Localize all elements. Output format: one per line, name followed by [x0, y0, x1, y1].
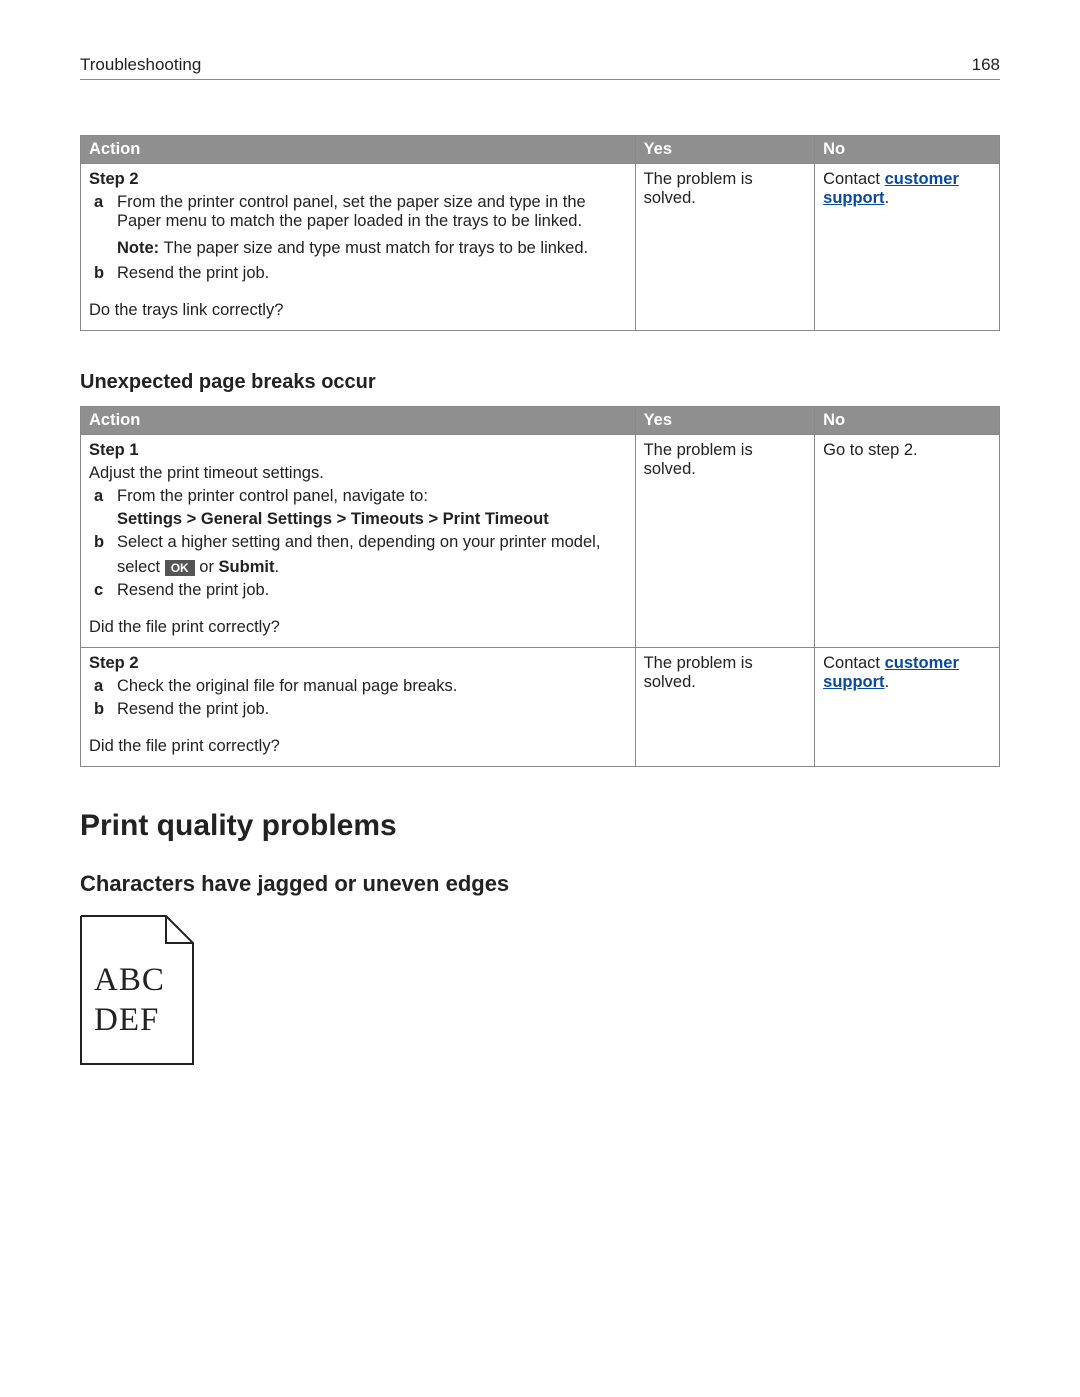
jagged-chars-illustration: ABC DEF — [80, 915, 195, 1065]
step-item-a: a From the printer control panel, naviga… — [89, 487, 627, 529]
step-label: Step 1 — [89, 441, 627, 460]
step-item-b: b Resend the print job. — [89, 700, 627, 719]
page-number: 168 — [972, 55, 1000, 75]
select-mid: or — [195, 558, 219, 576]
page-header: Troubleshooting 168 — [80, 55, 1000, 80]
action-cell: Step 1 Adjust the print timeout settings… — [81, 435, 636, 648]
note-text: The paper size and type must match for t… — [163, 239, 588, 257]
col-header-no: No — [815, 136, 1000, 164]
illus-text-line2: DEF — [94, 1002, 159, 1038]
note-prefix: Note: — [117, 239, 159, 257]
action-cell: Step 2 a Check the original file for man… — [81, 648, 636, 767]
no-post: . — [885, 189, 890, 207]
step-item-a: a From the printer control panel, set th… — [89, 193, 627, 258]
table-row: Step 1 Adjust the print timeout settings… — [81, 435, 1000, 648]
col-header-action: Action — [81, 407, 636, 435]
no-cell: Go to step 2. — [815, 435, 1000, 648]
step-item-a: a Check the original file for manual pag… — [89, 677, 627, 696]
action-cell: Step 2 a From the printer control panel,… — [81, 164, 636, 331]
submit-bold: Submit — [219, 558, 275, 576]
nav-path: Settings > General Settings > Timeouts >… — [117, 510, 627, 529]
question-text: Did the file print correctly? — [89, 737, 627, 756]
yes-cell: The problem is solved. — [635, 435, 815, 648]
col-header-action: Action — [81, 136, 636, 164]
header-title: Troubleshooting — [80, 55, 201, 75]
no-pre: Contact — [823, 654, 884, 672]
step-item-b: b Resend the print job. — [89, 264, 627, 283]
col-header-yes: Yes — [635, 407, 815, 435]
yes-cell: The problem is solved. — [635, 164, 815, 331]
select-pre: select — [117, 558, 165, 576]
page: Troubleshooting 168 Action Yes No Step 2… — [0, 0, 1080, 1145]
question-text: Did the file print correctly? — [89, 618, 627, 637]
step-item-text: Resend the print job. — [117, 581, 269, 599]
ok-button-icon: OK — [165, 560, 195, 576]
col-header-no: No — [815, 407, 1000, 435]
step-item-text: Check the original file for manual page … — [117, 677, 457, 695]
table-row: Step 2 a Check the original file for man… — [81, 648, 1000, 767]
step-item-text: From the printer control panel, set the … — [117, 193, 586, 230]
no-pre: Contact — [823, 170, 884, 188]
step-item-text: Resend the print job. — [117, 700, 269, 718]
no-post: . — [885, 673, 890, 691]
note-line: Note: The paper size and type must match… — [117, 239, 627, 258]
step-item-b: b Select a higher setting and then, depe… — [89, 533, 627, 577]
subsection-jagged-chars: Characters have jagged or uneven edges — [80, 871, 1000, 897]
step-item-text: Select a higher setting and then, depend… — [117, 533, 600, 551]
troubleshooting-table-tray-link: Action Yes No Step 2 a From the printer … — [80, 135, 1000, 331]
step-label: Step 2 — [89, 654, 627, 673]
step-intro: Adjust the print timeout settings. — [89, 464, 627, 483]
troubleshooting-table-page-breaks: Action Yes No Step 1 Adjust the print ti… — [80, 406, 1000, 767]
no-cell: Contact customer support. — [815, 648, 1000, 767]
illus-text-line1: ABC — [94, 962, 165, 998]
table-row: Step 2 a From the printer control panel,… — [81, 164, 1000, 331]
no-cell: Contact customer support. — [815, 164, 1000, 331]
select-post: . — [274, 558, 279, 576]
yes-cell: The problem is solved. — [635, 648, 815, 767]
step-item-text: From the printer control panel, navigate… — [117, 487, 428, 505]
step-item-text: Resend the print job. — [117, 264, 269, 282]
step-item-line2: select OK or Submit. — [117, 558, 627, 577]
question-text: Do the trays link correctly? — [89, 301, 627, 320]
step-label: Step 2 — [89, 170, 627, 189]
subheading-page-breaks: Unexpected page breaks occur — [80, 371, 1000, 394]
step-item-c: c Resend the print job. — [89, 581, 627, 600]
section-heading-print-quality: Print quality problems — [80, 809, 1000, 843]
col-header-yes: Yes — [635, 136, 815, 164]
